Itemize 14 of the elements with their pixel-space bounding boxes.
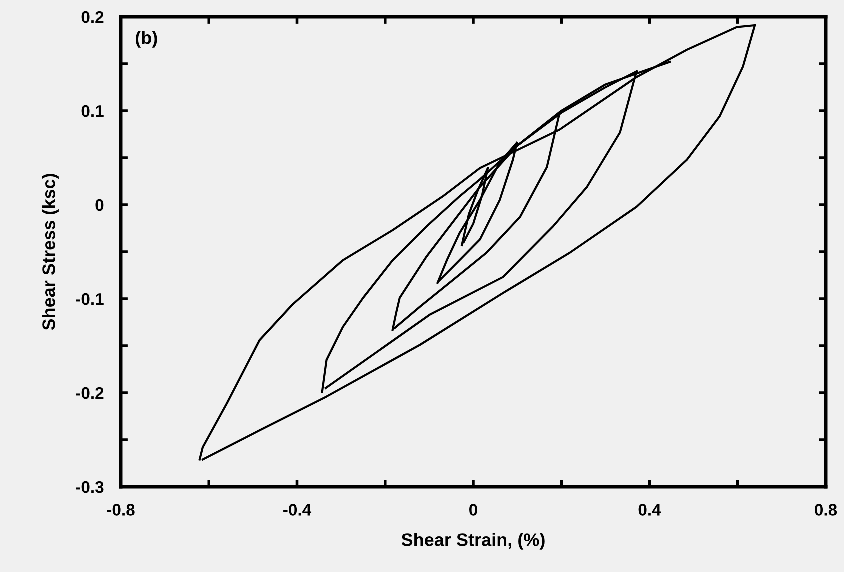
y-tick-label: -0.2 xyxy=(76,387,104,400)
x-axis-title: Shear Strain, (%) xyxy=(402,533,545,550)
y-tick-label: 0 xyxy=(96,199,104,212)
y-tick-label: 0.1 xyxy=(82,105,104,118)
y-tick-label: 0.2 xyxy=(82,11,104,24)
y-axis-title: Shear Stress (ksc) xyxy=(42,174,59,330)
x-tick-label: 0.4 xyxy=(638,504,662,516)
x-tick-label: -0.8 xyxy=(107,504,135,516)
x-tick-label: 0 xyxy=(470,504,478,516)
x-tick-label: -0.4 xyxy=(284,504,312,516)
y-tick-label: -0.3 xyxy=(76,481,104,494)
y-tick-label: -0.1 xyxy=(76,293,104,306)
annotation: (b) xyxy=(136,31,158,48)
x-tick-label: 0.8 xyxy=(815,504,838,516)
